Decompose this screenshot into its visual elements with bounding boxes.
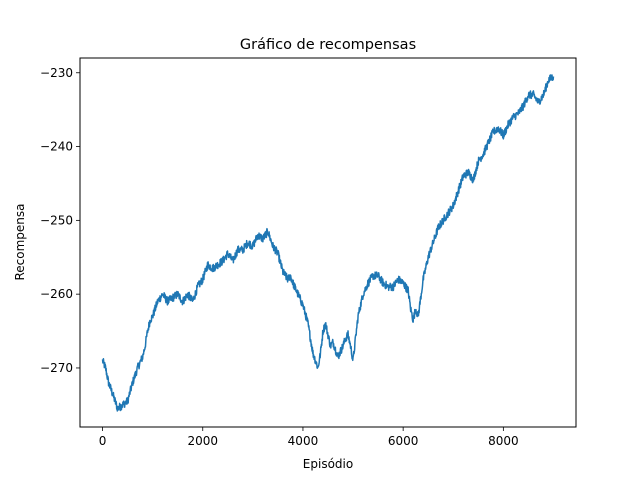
x-tick-label: 4000: [288, 434, 319, 448]
y-tick-label: −250: [40, 213, 73, 227]
x-tick-label: 6000: [388, 434, 419, 448]
y-tick-label: −230: [40, 66, 73, 80]
chart-title: Gráfico de recompensas: [240, 37, 416, 53]
y-axis-ticks: −270 −260 −250 −240 −230: [40, 66, 80, 375]
y-tick-label: −240: [40, 140, 73, 154]
x-axis-label: Episódio: [303, 457, 353, 471]
series-layer: [101, 74, 555, 412]
plot-frame: [79, 57, 577, 428]
x-axis-ticks: 0 2000 4000 6000 8000: [99, 427, 519, 448]
plot-area: [80, 58, 576, 427]
reward-series-line: [101, 74, 555, 412]
y-tick-label: −270: [40, 361, 73, 375]
x-tick-label: 2000: [187, 434, 218, 448]
x-tick-label: 0: [99, 434, 107, 448]
x-tick-label: 8000: [488, 434, 519, 448]
y-tick-label: −260: [40, 287, 73, 301]
y-axis-label: Recompensa: [13, 203, 27, 280]
